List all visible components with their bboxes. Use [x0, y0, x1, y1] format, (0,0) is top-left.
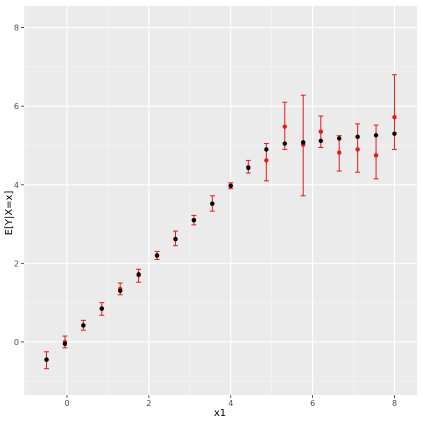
- grid-minor: [24, 6, 417, 395]
- x-tick-label: 4: [228, 399, 233, 408]
- black-point: [191, 217, 197, 223]
- black-point: [318, 138, 323, 143]
- black-point: [264, 147, 269, 152]
- black-point: [337, 136, 342, 141]
- red-point: [355, 147, 360, 152]
- y-tick-label: 2: [14, 259, 19, 268]
- black-point: [154, 253, 160, 258]
- x-tick-label: 8: [392, 399, 397, 408]
- red-point: [373, 153, 379, 158]
- black-point: [118, 288, 123, 294]
- x-tick-label: 6: [310, 399, 315, 408]
- black-point: [355, 134, 360, 140]
- red-point: [318, 129, 323, 134]
- grid-major: [24, 6, 417, 395]
- y-tick-label: 0: [14, 338, 19, 347]
- x-axis: 0 2 4 6 8: [64, 395, 397, 408]
- x-axis-title: x1: [214, 408, 226, 419]
- black-point: [392, 131, 397, 136]
- x-tick-label: 2: [146, 399, 151, 408]
- x-tick-label: 0: [64, 399, 69, 408]
- red-point: [264, 158, 269, 163]
- black-point: [246, 165, 251, 171]
- black-point: [173, 236, 178, 242]
- black-point: [81, 323, 86, 328]
- red-point: [392, 114, 397, 120]
- black-series: [44, 131, 397, 362]
- black-point: [282, 141, 287, 146]
- black-point: [210, 201, 215, 206]
- black-point: [373, 133, 379, 138]
- black-point: [99, 306, 104, 311]
- panel-background: [24, 6, 417, 395]
- black-point: [62, 341, 68, 347]
- y-axis: 0 2 4 6 8: [14, 24, 24, 347]
- black-point: [44, 357, 49, 362]
- y-tick-label: 6: [14, 102, 19, 111]
- black-point: [300, 140, 306, 145]
- red-point: [282, 124, 287, 129]
- y-axis-title: E[Y|X=x]: [4, 191, 15, 236]
- black-point: [136, 272, 141, 277]
- y-tick-label: 4: [14, 181, 19, 190]
- black-point: [228, 183, 233, 189]
- y-tick-label: 8: [14, 24, 19, 33]
- red-point: [337, 150, 342, 155]
